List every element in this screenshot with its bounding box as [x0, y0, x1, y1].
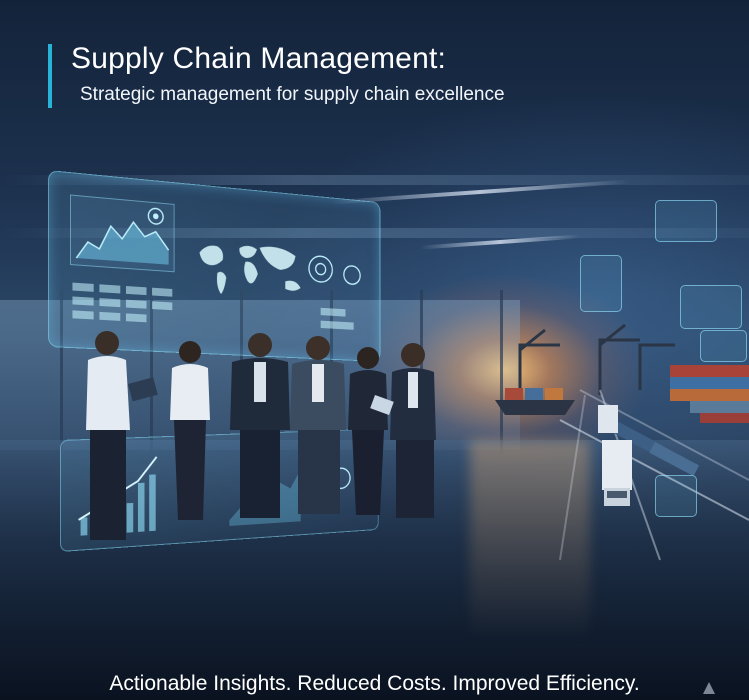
- person-figure: [370, 343, 436, 518]
- line-chart-icon: [229, 469, 301, 526]
- watermark-icon: [703, 682, 715, 694]
- ceiling-panel: [0, 175, 749, 185]
- page-subtitle: Strategic management for supply chain ex…: [80, 84, 505, 105]
- tagline: Actionable Insights. Reduced Costs. Impr…: [109, 672, 640, 695]
- window-mullion: [60, 290, 63, 455]
- world-map-icon: [199, 244, 301, 295]
- ceiling-panel: [0, 228, 749, 238]
- person-figure: [170, 341, 210, 520]
- holographic-dashboard: [48, 170, 381, 362]
- holo-widget: [580, 255, 622, 312]
- holo-widget: [680, 285, 742, 329]
- holo-widget: [655, 475, 697, 517]
- container-stack: [670, 365, 749, 423]
- dashboard-graphics: [49, 171, 380, 330]
- title-accent-bar: [48, 44, 52, 108]
- ship-icon: [495, 388, 575, 415]
- person-figure: [86, 331, 158, 540]
- truck-icon: [598, 405, 618, 433]
- line-chart-icon: [71, 195, 175, 272]
- truck-icon: [602, 440, 632, 506]
- holo-widget: [655, 200, 717, 242]
- data-rows: [72, 282, 354, 330]
- crane-icon: [518, 323, 675, 400]
- holo-widget: [700, 330, 747, 362]
- window-mullion: [500, 290, 503, 455]
- window-mullion: [150, 290, 153, 455]
- person-figure: [348, 347, 388, 515]
- person-figure: [230, 333, 290, 518]
- person-figure: [290, 336, 346, 514]
- page-title: Supply Chain Management:: [71, 42, 447, 75]
- train: [609, 420, 700, 477]
- sunlight-reflection: [470, 440, 590, 640]
